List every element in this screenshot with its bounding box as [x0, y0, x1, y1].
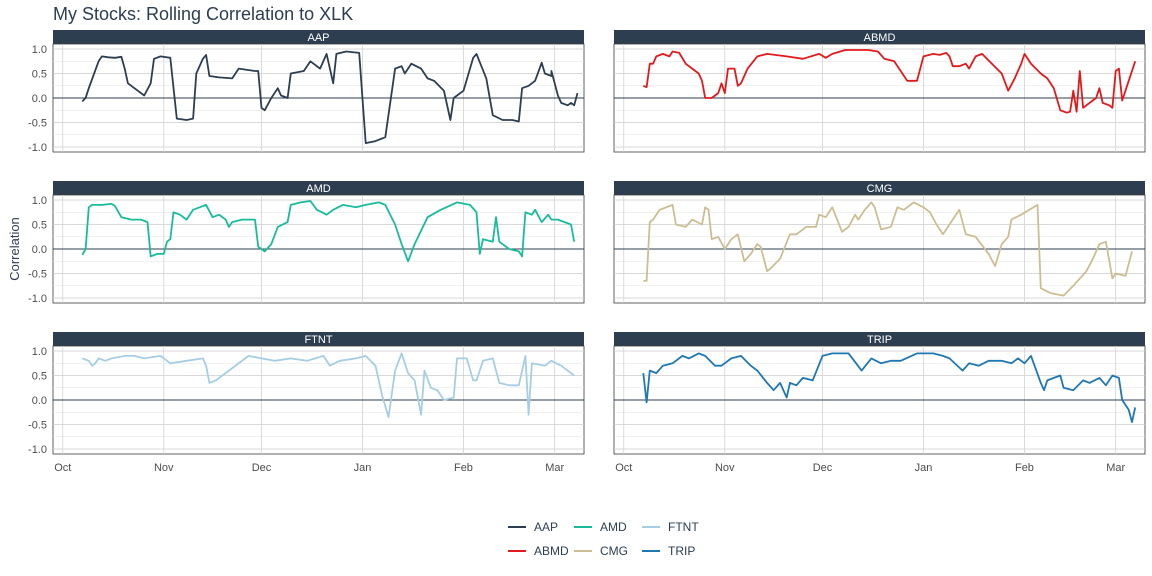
- y-tick-label: 1.0: [32, 346, 47, 358]
- x-tick-label: Mar: [1106, 462, 1125, 474]
- y-tick-label: -0.5: [28, 118, 47, 130]
- legend-item-amd: AMD: [574, 520, 627, 534]
- panel-strip-label: CMG: [867, 183, 893, 195]
- y-tick-label: 0.0: [32, 93, 47, 105]
- series-line-ftnt: [81, 352, 575, 419]
- legend-item-abmd: ABMD: [508, 544, 569, 558]
- panel-strip: [614, 332, 1145, 346]
- panel-trip: TRIP Oct Nov Dec Jan Feb Mar: [613, 332, 1146, 474]
- panel-strip: [614, 30, 1145, 44]
- panel-strip: [53, 332, 584, 346]
- legend-label: AAP: [534, 520, 558, 534]
- legend-item-ftnt: FTNT: [642, 520, 699, 534]
- y-tick-label: 0.0: [32, 244, 47, 256]
- series-line-abmd: [642, 49, 1137, 114]
- chart-title: My Stocks: Rolling Correlation to XLK: [53, 4, 354, 24]
- panel-strip-label: AMD: [306, 183, 331, 195]
- legend: AAP ABMD AMD CMG FTNT TRIP: [508, 520, 699, 558]
- y-tick-label: 0.5: [32, 371, 47, 383]
- panel-ftnt: FTNT 1.0 0.5 0.0 -0.5 -1.0 Oct Nov Dec Jan Feb Mar: [28, 332, 585, 474]
- panel-strip: [614, 181, 1145, 195]
- panel-strip: [53, 30, 584, 44]
- x-tick-label: Nov: [715, 462, 735, 474]
- legend-label: ABMD: [534, 544, 569, 558]
- x-tick-label: Nov: [154, 462, 174, 474]
- legend-item-cmg: CMG: [574, 544, 628, 558]
- panel-strip-label: TRIP: [867, 334, 892, 346]
- legend-label: TRIP: [668, 544, 695, 558]
- panel-strip-label: AAP: [307, 32, 329, 44]
- series-line-aap: [81, 50, 579, 145]
- y-tick-label: 0.5: [32, 220, 47, 232]
- x-tick-label: Dec: [813, 462, 833, 474]
- y-tick-label: 0.0: [32, 395, 47, 407]
- panel-strip-label: FTNT: [304, 334, 332, 346]
- y-tick-label: 1.0: [32, 44, 47, 56]
- series-line-amd: [81, 200, 576, 263]
- panel-abmd: ABMD: [613, 30, 1146, 153]
- y-tick-label: -0.5: [28, 420, 47, 432]
- y-tick-label: -0.5: [28, 269, 47, 281]
- x-tick-label: Mar: [545, 462, 564, 474]
- x-tick-label: Feb: [1015, 462, 1034, 474]
- y-tick-label: 0.5: [32, 69, 47, 81]
- x-tick-label: Feb: [454, 462, 473, 474]
- legend-label: FTNT: [668, 520, 699, 534]
- series-line-trip: [642, 352, 1137, 424]
- panel-amd: AMD 1.0 0.5 0.0 -0.5 -1.0: [28, 181, 585, 305]
- legend-item-trip: TRIP: [642, 544, 695, 558]
- panel-strip: [53, 181, 584, 195]
- x-tick-label: Oct: [615, 462, 632, 474]
- y-axis-title: Correlation: [7, 217, 22, 281]
- panel-aap: AAP 1.0 0.5 0.0 -0.5 -1.0: [28, 30, 585, 154]
- x-tick-label: Jan: [915, 462, 933, 474]
- x-tick-label: Oct: [54, 462, 71, 474]
- x-tick-label: Jan: [354, 462, 372, 474]
- panel-cmg: CMG: [613, 181, 1146, 304]
- y-tick-label: 1.0: [32, 195, 47, 207]
- legend-label: AMD: [600, 520, 627, 534]
- y-tick-label: -1.0: [28, 444, 47, 456]
- y-tick-label: -1.0: [28, 293, 47, 305]
- y-tick-label: -1.0: [28, 142, 47, 154]
- legend-item-aap: AAP: [508, 520, 558, 534]
- x-tick-label: Dec: [252, 462, 272, 474]
- series-line-cmg: [643, 201, 1133, 297]
- panel-strip-label: ABMD: [864, 32, 896, 44]
- legend-label: CMG: [600, 544, 628, 558]
